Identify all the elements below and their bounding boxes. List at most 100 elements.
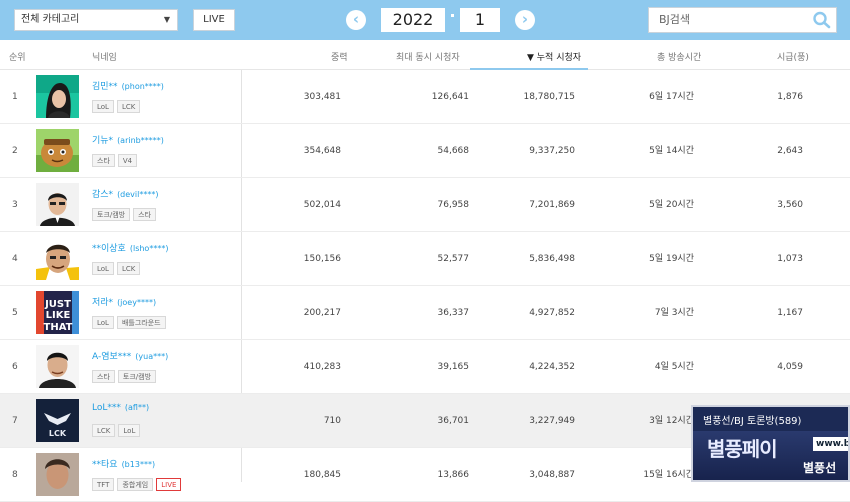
year-select[interactable]: 2022	[381, 8, 445, 32]
fans-value: 180,845	[303, 470, 341, 480]
cumulative-viewers-value: 3,048,887	[529, 470, 575, 480]
floating-ad-banner[interactable]: 별풍선/BJ 토론방(589) 별풍페이 www.b 별풍선	[691, 405, 850, 482]
search-icon[interactable]	[812, 11, 832, 29]
nickname-text: 김민**	[92, 82, 118, 92]
just-like-that-text-image[interactable]: JUST LIKE THAT	[36, 291, 79, 334]
ad-image: 별풍페이 www.b 별풍선	[693, 431, 848, 480]
peak-viewers-value: 13,866	[437, 470, 470, 480]
streamer-nickname[interactable]: 감스* (devil****)	[92, 187, 158, 200]
total-time-value: 5일 20시간	[649, 200, 694, 210]
column-divider	[241, 70, 242, 482]
nickname-text: 기뉴*	[92, 136, 114, 146]
rank-number: 5	[12, 308, 18, 318]
table-row[interactable]: 3 감스* (devil****) 토크/캠방 스타 502,014 76,958 …	[0, 178, 850, 232]
live-badge[interactable]: LIVE	[156, 478, 182, 491]
streamer-id: (arinb*****)	[117, 136, 164, 145]
category-select-value: 전체 카테고리	[21, 14, 80, 25]
category-tag[interactable]: LCK	[116, 100, 141, 113]
sort-indicator	[470, 68, 588, 70]
category-tag[interactable]: LCK	[116, 262, 141, 275]
avatar-man-suit[interactable]	[36, 183, 79, 226]
streamer-id: (b13***)	[121, 460, 156, 469]
header-nickname[interactable]: 닉네임	[92, 53, 117, 63]
header-rank[interactable]: 순위	[9, 53, 26, 63]
table-row[interactable]: 5 JUST LIKE THAT 저라* (joey****) LoL 배틀그라운드…	[0, 286, 850, 340]
header-hourly[interactable]: 시급(풍)	[777, 53, 809, 63]
peak-viewers-value: 126,641	[431, 92, 469, 102]
peak-viewers-value: 54,668	[437, 146, 470, 156]
nickname-text: **타요	[92, 460, 118, 470]
bj-search-input[interactable]: BJ검색	[648, 7, 837, 33]
total-time-value: 5일 14시간	[649, 146, 694, 156]
streamer-nickname[interactable]: LoL*** (afl**)	[92, 403, 149, 413]
hourly-value: 1,876	[777, 92, 803, 102]
cumulative-viewers-value: 7,201,869	[529, 200, 575, 210]
category-tag[interactable]: 배틀그라운드	[116, 316, 166, 329]
hourly-value: 3,560	[777, 200, 803, 210]
total-time-value: 6일 17시간	[649, 92, 694, 102]
cumulative-viewers-value: 9,337,250	[529, 146, 575, 156]
peak-viewers-value: 39,165	[437, 362, 470, 372]
live-filter-button[interactable]: LIVE	[193, 9, 235, 31]
peak-viewers-value: 36,337	[437, 308, 470, 318]
ranking-table-header: 순위 닉네임 중력 최대 동시 시청자 ▼ 누적 시청자 총 방송시간 시급(풍…	[0, 46, 850, 70]
table-row[interactable]: 2 기뉴* (arinb*****) 스타 V4 354,648 54,668 9,…	[0, 124, 850, 178]
category-tag[interactable]: 토크/캠방	[92, 208, 131, 221]
header-fans[interactable]: 중력	[331, 53, 348, 63]
rank-number: 4	[12, 254, 18, 264]
fans-value: 150,156	[303, 254, 341, 264]
streamer-nickname[interactable]: 김민** (phon****)	[92, 79, 164, 92]
category-tag[interactable]: 토크/캠방	[117, 370, 157, 383]
cumulative-viewers-value: 4,224,352	[529, 362, 575, 372]
hourly-value: 2,643	[777, 146, 803, 156]
lck-logo-svg: LCK	[36, 399, 79, 442]
avatar-cartoon-face[interactable]	[36, 237, 79, 280]
table-row[interactable]: 4 **이상호 (lsho****) LoL LCK 150,156 52,577 …	[0, 232, 850, 286]
category-tag[interactable]: 종합게임	[117, 478, 154, 491]
streamer-nickname[interactable]: **타요 (b13***)	[92, 457, 155, 470]
total-time-value: 4일 5시간	[654, 362, 694, 372]
header-cumulative-viewers[interactable]: ▼ 누적 시청자	[527, 53, 582, 63]
rank-number: 2	[12, 146, 18, 156]
category-tag[interactable]: 스타	[92, 370, 115, 383]
cumulative-viewers-value: 18,780,715	[523, 92, 575, 102]
category-select[interactable]: 전체 카테고리 ▼	[14, 9, 178, 31]
lck-logo[interactable]: LCK	[36, 399, 79, 442]
just-like-that-text: THAT	[44, 322, 73, 333]
header-peak-viewers[interactable]: 최대 동시 시청자	[396, 53, 460, 63]
category-tag[interactable]: TFT	[92, 478, 115, 491]
peak-viewers-value: 36,701	[437, 416, 470, 426]
month-select[interactable]: 1	[460, 8, 500, 32]
chevron-left-icon[interactable]: ‹	[346, 10, 366, 30]
total-time-value: 3일 12시간	[649, 416, 694, 426]
avatar-man-portrait[interactable]	[36, 453, 79, 496]
category-tag[interactable]: LCK	[92, 424, 116, 437]
table-row[interactable]: 6 A-염보*** (yua***) 스타 토크/캠방 410,283 39,165…	[0, 340, 850, 394]
fans-value: 410,283	[303, 362, 341, 372]
hourly-value: 4,059	[777, 362, 803, 372]
total-time-value: 15일 16시간	[643, 470, 694, 480]
avatar-man-suit[interactable]	[36, 345, 79, 388]
chevron-right-icon[interactable]: ›	[515, 10, 535, 30]
category-tag[interactable]: LoL	[118, 424, 141, 437]
table-row[interactable]: 1 김민** (phon****) LoL LCK 303,481 126,641 …	[0, 70, 850, 124]
streamer-nickname[interactable]: 저라* (joey****)	[92, 295, 156, 308]
category-tag[interactable]: 스타	[133, 208, 157, 221]
streamer-nickname[interactable]: **이상호 (lsho****)	[92, 241, 168, 254]
header-total-time[interactable]: 총 방송시간	[657, 53, 702, 63]
streamer-nickname[interactable]: 기뉴* (arinb*****)	[92, 133, 164, 146]
avatar-character[interactable]	[36, 129, 79, 172]
category-tag[interactable]: 스타	[92, 154, 115, 167]
category-tag[interactable]: LoL	[92, 316, 114, 329]
ad-subtext: 별풍선	[803, 461, 837, 475]
streamer-nickname[interactable]: A-염보*** (yua***)	[92, 349, 168, 362]
avatar-woman[interactable]	[36, 75, 79, 118]
category-tag[interactable]: LoL	[92, 100, 114, 113]
fans-value: 200,217	[303, 308, 341, 318]
total-time-value: 7일 3시간	[654, 308, 694, 318]
category-tag[interactable]: LoL	[92, 262, 114, 275]
cumulative-viewers-value: 5,836,498	[529, 254, 575, 264]
category-tag[interactable]: V4	[117, 154, 138, 167]
just-like-that-text: JUST	[44, 299, 71, 310]
fans-value: 710	[323, 416, 341, 426]
